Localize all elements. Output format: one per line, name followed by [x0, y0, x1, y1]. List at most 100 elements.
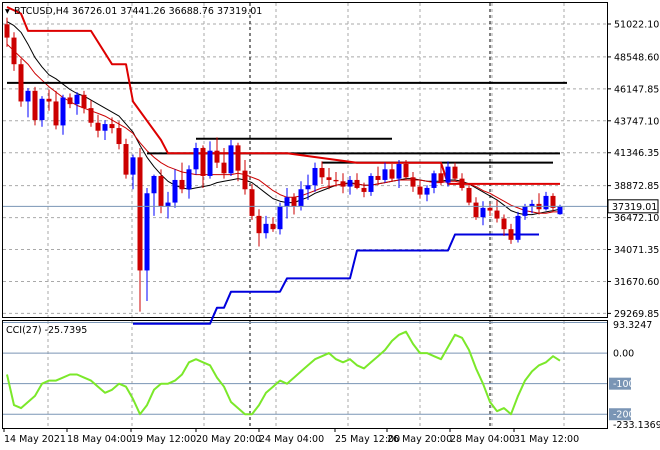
price-tick-label-8: 31670.60 [614, 277, 659, 288]
time-tick-label-2: 19 May 12:00 [131, 434, 196, 445]
candle-body-22 [158, 175, 164, 207]
candle-body-75 [529, 203, 535, 207]
current-price-box [607, 199, 659, 214]
candle-body-37 [263, 223, 269, 234]
current-price-label: 37319.01 [612, 202, 657, 213]
candle-body-43 [305, 185, 311, 190]
candle-body-10 [74, 94, 80, 105]
candle-body-6 [46, 98, 52, 102]
price-tick-label-7: 34071.35 [614, 245, 659, 256]
candle-body-47 [333, 179, 339, 182]
candle-body-40 [284, 197, 290, 207]
candle-body-1 [11, 37, 17, 65]
candle-body-18 [130, 157, 136, 175]
current-price-marker: 37319.01 [3, 199, 659, 214]
candle-body-9 [67, 97, 73, 105]
time-tick-label-6: 26 May 20:00 [387, 434, 452, 445]
candle-body-44 [312, 167, 318, 186]
candle-body-53 [375, 175, 381, 180]
candle-body-14 [102, 124, 108, 131]
candle-body-49 [347, 179, 353, 187]
time-tick-label-3: 20 May 20:00 [196, 434, 261, 445]
price-tick-label-6: 36472.10 [614, 213, 659, 224]
candle-body-77 [543, 195, 549, 210]
candle-body-68 [480, 207, 486, 218]
price-tick-label-2: 46147.85 [614, 84, 659, 95]
candle-body-26 [186, 169, 192, 190]
candle-body-35 [249, 189, 255, 216]
indicator-info: CCI(27) -25.7395 [6, 325, 87, 336]
price-tick-label-9: 29269.85 [614, 309, 659, 320]
candle-body-42 [298, 189, 304, 207]
candle-body-52 [368, 175, 374, 192]
candle-body-50 [354, 179, 360, 188]
cci-series-line [6, 330, 561, 416]
candle-body-56 [396, 163, 402, 179]
candle-body-69 [487, 207, 493, 211]
symbol-caret-icon: ▾ [5, 6, 10, 17]
candle-body-48 [340, 181, 346, 187]
main-panel-frame [2, 2, 608, 318]
price-tick-label-4: 41346.35 [614, 148, 659, 159]
candle-body-4 [32, 90, 38, 121]
time-tick-label-5: 25 May 12:00 [335, 434, 400, 445]
candle-body-45 [319, 167, 325, 178]
candle-body-62 [438, 173, 444, 183]
candle-body-30 [214, 150, 220, 163]
price-tick-label-5: 38872.85 [614, 181, 659, 192]
candle-body-38 [270, 223, 276, 230]
candle-body-51 [361, 187, 367, 192]
cci-tick-label-3: -200 [613, 410, 635, 421]
candle-body-21 [151, 175, 157, 194]
candle-body-41 [291, 197, 297, 207]
cci-line [6, 330, 561, 416]
candle-body-67 [473, 202, 479, 218]
candle-body-23 [165, 202, 171, 207]
cci-level-box-3 [609, 408, 631, 421]
candle-body-20 [144, 193, 150, 271]
price-axis: 51022.10 48548.60 46147.85 43747.10 41346.35… [607, 19, 659, 320]
candle-body-74 [522, 206, 528, 216]
candle-body-3 [25, 90, 31, 102]
candle-body-7 [53, 101, 59, 126]
candle-body-31 [221, 162, 227, 174]
candle-body-54 [382, 169, 388, 180]
candle-body-16 [116, 128, 122, 145]
candle-body-57 [403, 163, 409, 178]
candle-body-25 [179, 179, 185, 190]
price-tick-label-0: 51022.10 [614, 19, 659, 30]
cci-tick-label-0: 93.3247 [613, 320, 652, 331]
candle-body-34 [242, 170, 248, 190]
candle-body-13 [95, 122, 101, 131]
cci-tick-label-2: -100 [613, 379, 635, 390]
cci-level-box-2 [609, 377, 631, 390]
candle-body-36 [256, 215, 262, 234]
candle-body-46 [326, 177, 332, 180]
cci-panel-frame [2, 320, 608, 429]
candle-body-29 [207, 150, 213, 176]
candle-body-17 [123, 144, 129, 175]
candle-body-12 [88, 108, 94, 123]
time-tick-label-1: 18 May 04:00 [67, 434, 132, 445]
candle-body-72 [508, 229, 514, 240]
candle-body-64 [452, 166, 458, 179]
candle-body-59 [417, 186, 423, 195]
candle-body-15 [109, 124, 115, 129]
candle-body-70 [494, 210, 500, 219]
candle-body-33 [235, 145, 241, 171]
price-tick-label-3: 43747.10 [614, 116, 659, 127]
candle-body-11 [81, 94, 87, 109]
candle-body-55 [389, 169, 395, 179]
candle-body-65 [459, 178, 465, 188]
cci-level-lines [3, 322, 607, 415]
candle-body-32 [228, 145, 234, 174]
cci-tick-label-4: -233.1369 [613, 420, 660, 431]
symbol-info: BTCUSD,H4 36726.01 37441.26 36688.76 373… [14, 6, 262, 17]
candle-body-5 [39, 98, 45, 121]
candle-body-19 [137, 157, 143, 271]
candle-body-71 [501, 218, 507, 230]
candle-body-66 [466, 187, 472, 203]
time-tick-label-7: 28 May 04:00 [450, 434, 515, 445]
